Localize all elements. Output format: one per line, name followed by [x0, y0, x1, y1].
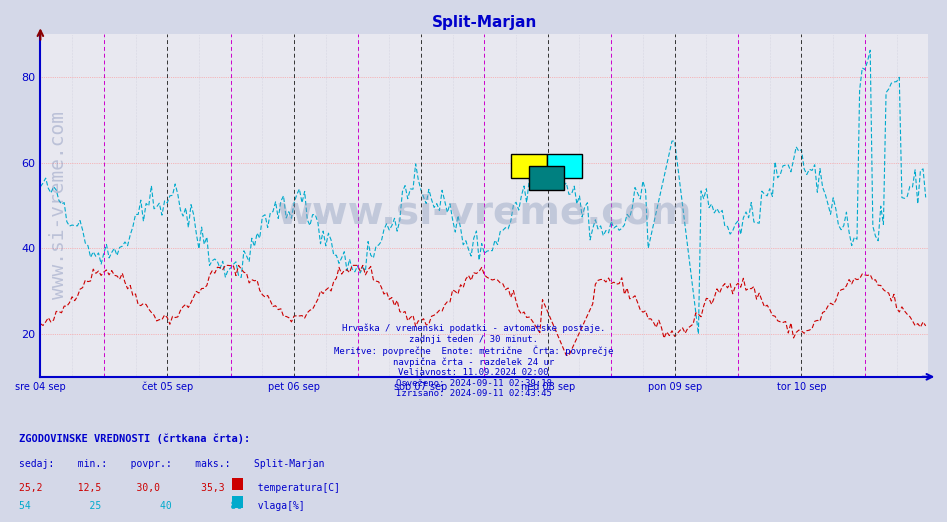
Text: 54          25          40          86: 54 25 40 86 [19, 501, 242, 511]
Text: ZGODOVINSKE VREDNOSTI (črtkana črta):: ZGODOVINSKE VREDNOSTI (črtkana črta): [19, 433, 250, 444]
Text: Hrvaška / vremenski podatki - avtomatske postaje.
zadnji teden / 30 minut.
Merit: Hrvaška / vremenski podatki - avtomatske… [333, 324, 614, 398]
Text: vlaga[%]: vlaga[%] [246, 501, 305, 511]
FancyBboxPatch shape [546, 154, 582, 178]
Text: www.si-vreme.com: www.si-vreme.com [48, 111, 67, 300]
FancyBboxPatch shape [511, 154, 546, 178]
Title: Split-Marjan: Split-Marjan [432, 15, 537, 30]
Text: www.si-vreme.com: www.si-vreme.com [277, 193, 692, 231]
Text: 25,2      12,5      30,0       35,3: 25,2 12,5 30,0 35,3 [19, 483, 224, 493]
Text: temperatura[C]: temperatura[C] [246, 483, 340, 493]
Text: sedaj:    min.:    povpr.:    maks.:    Split-Marjan: sedaj: min.: povpr.: maks.: Split-Marjan [19, 459, 325, 469]
FancyBboxPatch shape [528, 166, 564, 190]
